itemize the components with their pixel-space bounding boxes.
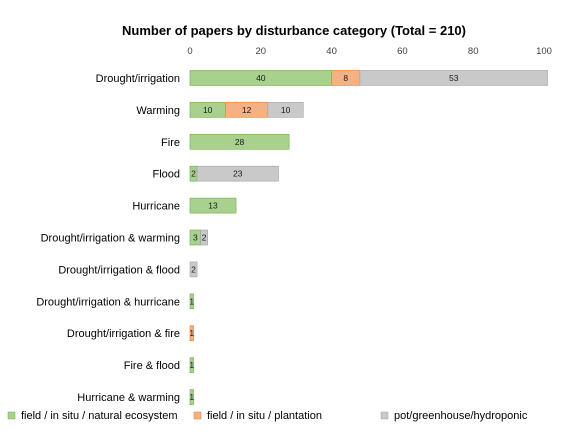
legend-label: pot/greenhouse/hydroponic: [394, 410, 528, 422]
category-label: Hurricane: [132, 201, 180, 213]
bar-segment: [189, 357, 194, 373]
legend-label: field / in situ / natural ecosystem: [21, 410, 178, 422]
legend-swatch: [193, 411, 202, 420]
bar-segment: [189, 261, 198, 278]
data-label: 10: [203, 105, 213, 115]
data-label: 23: [233, 169, 243, 179]
data-label: 28: [235, 137, 245, 147]
legend: field / in situ / natural ecosystem field…: [7, 410, 528, 422]
data-label: 13: [208, 201, 218, 211]
bar-segment: [359, 70, 548, 86]
x-tick-label: 20: [256, 46, 267, 57]
x-tick-label: 0: [187, 46, 192, 57]
x-tick-label: 40: [326, 46, 337, 57]
bar-segment: [200, 229, 208, 246]
category-label: Hurricane & warming: [77, 392, 180, 404]
category-label: Drought/irrigation & flood: [58, 264, 180, 276]
data-label: 2: [191, 169, 196, 179]
data-label: 1: [189, 360, 194, 370]
data-label: 10: [281, 105, 291, 115]
category-label: Drought/irrigation & hurricane: [36, 296, 180, 308]
data-label: 1: [189, 296, 194, 306]
data-label: 40: [256, 73, 266, 83]
category-label: Drought/irrigation & warming: [41, 233, 180, 245]
category-label: Fire: [161, 137, 180, 149]
chart-title: Number of papers by disturbance category…: [122, 23, 466, 38]
x-tick-label: 60: [397, 46, 408, 57]
data-label: 1: [189, 392, 194, 402]
bar-segment: [267, 102, 304, 118]
category-label: Drought/irrigation: [96, 73, 180, 85]
legend-label: field / in situ / plantation: [207, 410, 322, 422]
data-label: 12: [242, 105, 252, 115]
x-tick-label: 80: [468, 46, 479, 57]
data-label: 2: [202, 233, 207, 243]
legend-swatch: [380, 411, 389, 420]
bar-segment: [196, 165, 279, 182]
category-label: Flood: [152, 169, 180, 181]
data-label: 2: [191, 264, 196, 274]
x-axis: 0 20 40 60 80 100: [187, 46, 552, 57]
bar-segment: [189, 293, 194, 310]
category-label: Fire & flood: [124, 360, 180, 372]
bar-segment: [189, 197, 237, 214]
data-label: 53: [449, 73, 459, 83]
category-label: Drought/irrigation & fire: [67, 328, 180, 340]
x-tick-label: 100: [536, 46, 552, 57]
category-label: Warming: [136, 105, 180, 117]
data-label: 1: [189, 328, 194, 338]
legend-swatch: [7, 411, 16, 420]
data-label: 3: [193, 233, 198, 243]
bar-segment: [189, 389, 194, 405]
bar-segment: [189, 325, 194, 342]
data-label: 8: [343, 73, 348, 83]
bar-segment: [189, 133, 290, 150]
